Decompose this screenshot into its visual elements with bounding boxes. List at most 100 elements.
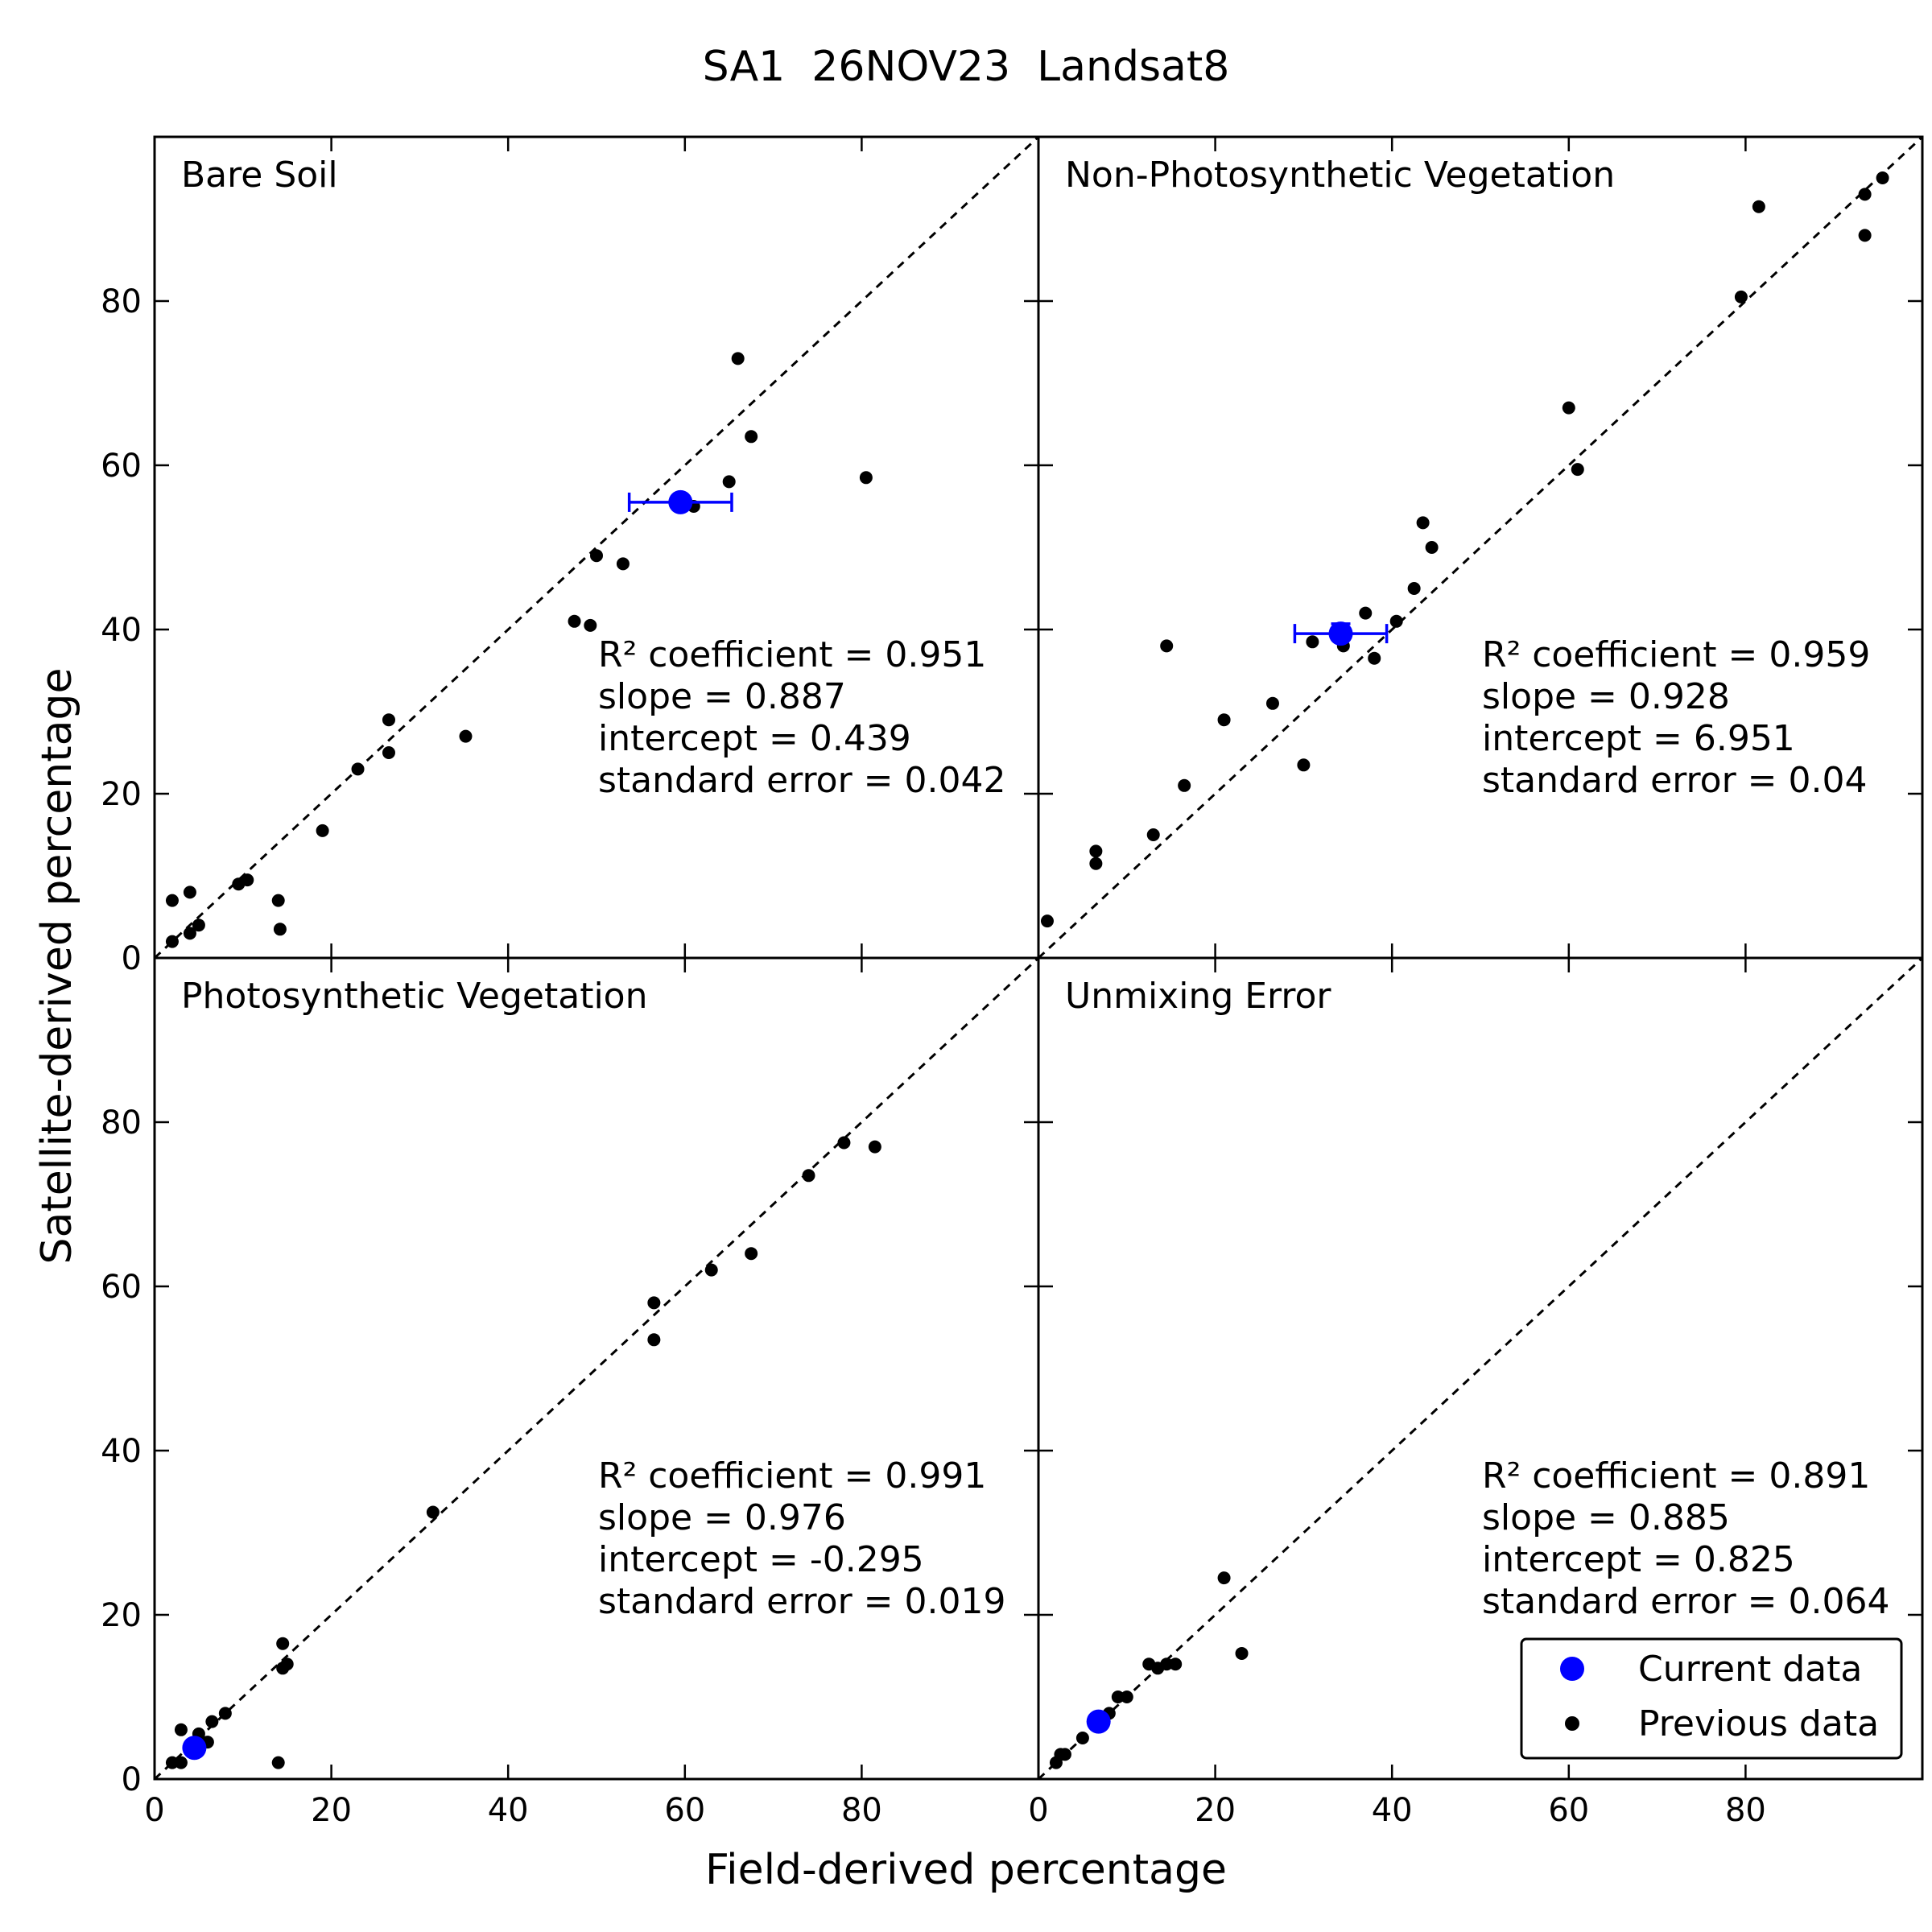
previous-point — [1217, 713, 1231, 727]
previous-point — [745, 1247, 758, 1261]
previous-point — [1407, 582, 1421, 595]
y-tick-label: 0 — [122, 940, 142, 977]
stats-r2: R² coefficient = 0.959 — [1482, 634, 1870, 675]
panel-bare-soil: 0 20 40 60 80 Bare Soil R² coefficient = 0.951… — [101, 135, 1040, 977]
previous-point — [426, 1505, 440, 1519]
panel-pv: 0 20 40 60 80 0 20 40 60 80 Photosynthetic Vegetat… — [101, 956, 1040, 1829]
panel-npv: Non-Photosynthetic Vegetation R² coeffici… — [1037, 135, 1924, 960]
previous-point — [859, 471, 873, 485]
x-tick-label: 80 — [841, 1792, 882, 1829]
reference-line-pv — [155, 958, 1038, 1779]
panels: 0 20 40 60 80 Bare Soil R² coefficient = 0.951… — [101, 135, 1924, 1829]
legend-label-current: Current data — [1638, 1649, 1862, 1690]
current-series-pv — [182, 1736, 207, 1761]
previous-point — [837, 1136, 851, 1150]
legend-marker-previous — [1565, 1716, 1579, 1731]
panel-unmixing-error: 0 20 40 60 80 Unmixing Error R² coefficient = … — [1028, 956, 1924, 1829]
previous-point — [1734, 290, 1748, 303]
x-tick-label: 40 — [488, 1792, 529, 1829]
previous-point — [1562, 401, 1575, 415]
reference-line-bare-soil — [155, 137, 1038, 958]
x-tick-label: 60 — [664, 1792, 705, 1829]
previous-point — [1265, 696, 1279, 710]
legend-label-previous: Previous data — [1638, 1703, 1879, 1744]
previous-point — [165, 1756, 179, 1769]
stats-stderr: standard error = 0.04 — [1482, 760, 1867, 801]
previous-point — [351, 762, 365, 776]
previous-point — [316, 824, 329, 837]
panel-title-bare-soil: Bare Soil — [181, 155, 338, 196]
x-tick-label: 40 — [1372, 1792, 1413, 1829]
panel-frame-unmixing-error — [1037, 956, 1924, 1781]
previous-point — [1876, 171, 1889, 184]
previous-point — [1058, 1748, 1071, 1761]
y-tick-label: 60 — [101, 1269, 142, 1306]
previous-point — [868, 1140, 881, 1154]
y-tick-label: 20 — [101, 776, 142, 813]
reference-line-unmixing-error — [1038, 958, 1922, 1779]
stats-slope: slope = 0.976 — [598, 1497, 846, 1538]
previous-point — [183, 927, 196, 940]
previous-point — [165, 935, 179, 948]
x-tick-label: 0 — [1028, 1792, 1048, 1829]
stats-slope: slope = 0.885 — [1482, 1497, 1730, 1538]
y-tick-label: 80 — [101, 283, 142, 320]
ticks-bare-soil: 0 20 40 60 80 — [101, 137, 1038, 977]
x-tick-label: 60 — [1548, 1792, 1589, 1829]
previous-point — [745, 430, 758, 444]
y-tick-label: 40 — [101, 1433, 142, 1470]
x-tick-label: 0 — [144, 1792, 164, 1829]
previous-point — [1359, 606, 1373, 620]
previous-series-pv — [165, 1136, 881, 1769]
previous-point — [165, 894, 179, 907]
panel-title-npv: Non-Photosynthetic Vegetation — [1065, 155, 1615, 196]
previous-point — [459, 729, 473, 743]
previous-point — [1752, 200, 1765, 213]
previous-point — [205, 1715, 219, 1728]
previous-series-unmixing-error — [1049, 1571, 1249, 1769]
previous-point — [1160, 1657, 1174, 1671]
current-point — [1086, 1709, 1111, 1734]
stats-slope: slope = 0.928 — [1482, 676, 1730, 717]
previous-point — [1235, 1646, 1249, 1660]
ticks-unmixing-error: 0 20 40 60 80 — [1028, 958, 1922, 1829]
previous-point — [1111, 1690, 1125, 1703]
previous-point — [218, 1707, 232, 1720]
previous-point — [1178, 778, 1191, 792]
current-point — [668, 489, 693, 514]
previous-point — [174, 1723, 188, 1736]
stats-r2: R² coefficient = 0.991 — [598, 1455, 986, 1496]
stats-r2: R² coefficient = 0.951 — [598, 634, 986, 675]
previous-point — [1160, 639, 1174, 653]
x-tick-label: 20 — [1195, 1792, 1236, 1829]
previous-point — [1858, 188, 1872, 201]
previous-point — [1120, 1690, 1133, 1703]
previous-point — [1217, 1571, 1231, 1585]
previous-point — [647, 1333, 661, 1347]
stats-slope: slope = 0.887 — [598, 676, 846, 717]
figure-title: SA1 26NOV23 Landsat8 — [703, 43, 1230, 91]
y-tick-label: 20 — [101, 1597, 142, 1634]
previous-point — [722, 475, 736, 489]
previous-point — [1297, 758, 1311, 772]
current-point — [182, 1736, 207, 1761]
previous-point — [731, 352, 745, 365]
previous-point — [183, 886, 196, 899]
current-point — [1328, 621, 1353, 646]
x-axis-label: Field-derived percentage — [705, 1846, 1227, 1894]
previous-point — [174, 1756, 188, 1769]
legend-frame — [1520, 1637, 1903, 1760]
y-tick-label: 60 — [101, 448, 142, 485]
previous-point — [276, 1637, 290, 1650]
previous-point — [271, 1756, 285, 1769]
stats-intercept: intercept = 0.825 — [1482, 1539, 1795, 1580]
previous-point — [1040, 914, 1054, 928]
previous-point — [1169, 1657, 1183, 1671]
previous-point — [271, 894, 285, 907]
stats-intercept: intercept = 0.439 — [598, 718, 911, 759]
previous-point — [192, 919, 205, 932]
